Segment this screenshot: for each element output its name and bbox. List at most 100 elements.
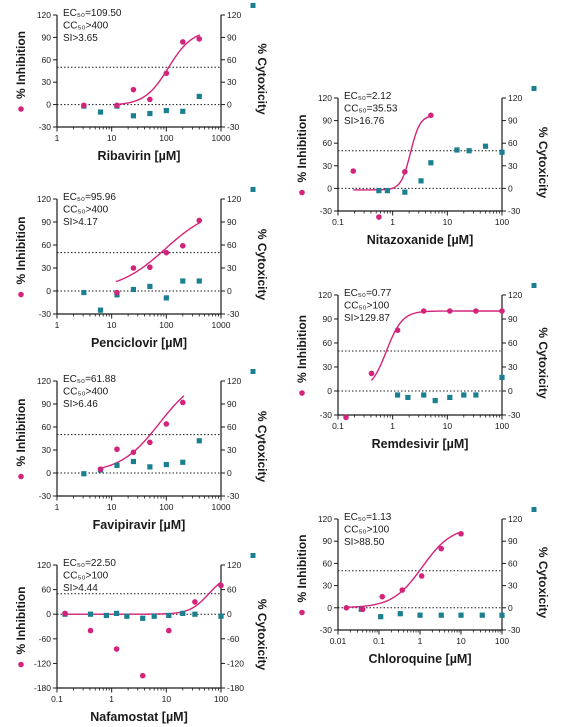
inhibition-point [139, 672, 146, 679]
y-tick-label: 120 [37, 376, 51, 386]
stat-ec50: EC₅₀=0.77 [344, 288, 392, 299]
cytotoxicity-point [113, 610, 120, 616]
right-y-tick-label: 120 [227, 376, 241, 386]
inhibition-point [114, 102, 120, 109]
right-y-tick-label: 30 [227, 445, 237, 455]
left-y-axis-label: % Inhibition [14, 31, 28, 99]
fit-curve [99, 395, 185, 470]
inhibition-point [458, 531, 464, 537]
right-y-tick-label: 90 [508, 116, 518, 126]
right-y-tick-label: 30 [508, 161, 518, 171]
inhibition-point [192, 599, 198, 605]
stat-si: SI>4.17 [63, 217, 98, 228]
inhibition-point [499, 308, 505, 314]
x-tick-label: 1000 [212, 502, 231, 512]
inhibition-point [130, 449, 137, 456]
right-y-tick-label: 0 [508, 183, 513, 193]
y-tick-label: -120 [34, 658, 51, 668]
cytotoxicity-legend-marker [250, 187, 256, 192]
x-tick-label: 0.01 [330, 636, 347, 646]
fit-curve [370, 310, 502, 381]
right-y-axis-label: % Cytoxicity [255, 43, 269, 115]
cytotoxicity-legend-marker [531, 283, 537, 288]
cytotoxicity-point [163, 461, 169, 468]
y-tick-label: 60 [323, 138, 333, 148]
inhibition-legend-marker [18, 106, 24, 112]
inhibition-legend-marker [299, 609, 305, 616]
panel-nafamostat: -180 -120 -60 0 60 120 -180 -120 -60 0 60 120 0.1 1 10… [14, 553, 269, 724]
inhibition-point [130, 86, 137, 93]
x-axis-title: Remdesivir [µM] [372, 437, 469, 451]
cytotoxicity-point [103, 612, 109, 619]
x-tick-label: 10 [107, 502, 117, 512]
x-axis-title: Chloroquine [µM] [368, 652, 471, 666]
y-tick-label: 90 [42, 399, 52, 409]
x-tick-label: 100 [159, 502, 173, 512]
stat-ec50: EC₅₀=109.50 [63, 8, 122, 19]
right-y-tick-label: -30 [508, 625, 521, 635]
cytotoxicity-point [458, 612, 464, 618]
y-tick-label: -180 [34, 683, 51, 693]
cytotoxicity-legend-marker [531, 507, 537, 512]
cytotoxicity-point [163, 107, 169, 114]
stat-ec50: EC₅₀=22.50 [63, 558, 116, 569]
right-y-tick-label: -60 [227, 634, 240, 644]
right-y-tick-label: -30 [227, 309, 240, 319]
cytotoxicity-point [218, 613, 224, 619]
right-y-tick-label: 0 [508, 386, 513, 396]
inhibition-point [147, 439, 153, 446]
right-y-tick-label: -30 [508, 206, 521, 216]
right-y-tick-label: 60 [508, 558, 518, 568]
cytotoxicity-point [421, 392, 427, 398]
right-y-tick-label: -180 [227, 683, 244, 693]
inhibition-legend-marker [299, 189, 305, 196]
y-tick-label: 60 [42, 585, 52, 595]
stat-ec50: EC₅₀=1.13 [344, 512, 392, 523]
inhibition-point [376, 214, 382, 220]
cytotoxicity-point [147, 283, 153, 289]
x-tick-label: 10 [107, 133, 117, 143]
y-tick-label: 30 [323, 362, 333, 372]
y-tick-label: 60 [323, 338, 333, 348]
cytotoxicity-point [87, 611, 94, 617]
x-tick-label: 1 [390, 421, 395, 431]
y-tick-label: 90 [323, 116, 333, 126]
y-tick-label: 90 [323, 536, 333, 546]
inhibition-legend-marker [18, 291, 24, 298]
inhibition-point [428, 112, 434, 119]
y-tick-label: 120 [318, 290, 332, 300]
right-y-tick-label: 30 [508, 362, 518, 372]
right-y-tick-label: 30 [227, 263, 237, 273]
x-tick-label: 100 [495, 636, 509, 646]
fit-curve [115, 34, 201, 106]
y-tick-label: -30 [320, 410, 333, 420]
cytotoxicity-point [461, 392, 467, 398]
y-tick-label: 120 [37, 10, 51, 20]
right-y-tick-label: 30 [227, 77, 237, 87]
cytotoxicity-point [418, 178, 424, 184]
cytotoxicity-point [196, 278, 202, 284]
stat-cc50: CC₅₀>100 [344, 301, 390, 312]
y-tick-label: 30 [42, 77, 52, 87]
x-tick-label: 1 [55, 133, 60, 143]
inhibition-point [87, 627, 94, 634]
stat-ec50: EC₅₀=95.96 [63, 192, 116, 203]
y-tick-label: 30 [323, 581, 333, 591]
y-tick-label: 0 [327, 183, 332, 193]
left-y-axis-label: % Inhibition [14, 399, 28, 467]
y-tick-label: 0 [46, 100, 51, 110]
right-y-axis-label: % Cytoxicity [536, 547, 550, 619]
cytotoxicity-point [473, 392, 479, 398]
fit-curve [353, 115, 432, 191]
right-y-axis-label: % Cytoxicity [255, 411, 269, 483]
right-y-tick-label: 30 [508, 581, 518, 591]
right-y-tick-label: -120 [227, 658, 244, 668]
cytotoxicity-point [180, 459, 186, 465]
inhibition-point [163, 249, 170, 256]
stat-si: SI>3.65 [63, 33, 98, 44]
right-y-axis-label: % Cytoxicity [255, 229, 269, 301]
x-tick-label: 10 [443, 421, 453, 431]
